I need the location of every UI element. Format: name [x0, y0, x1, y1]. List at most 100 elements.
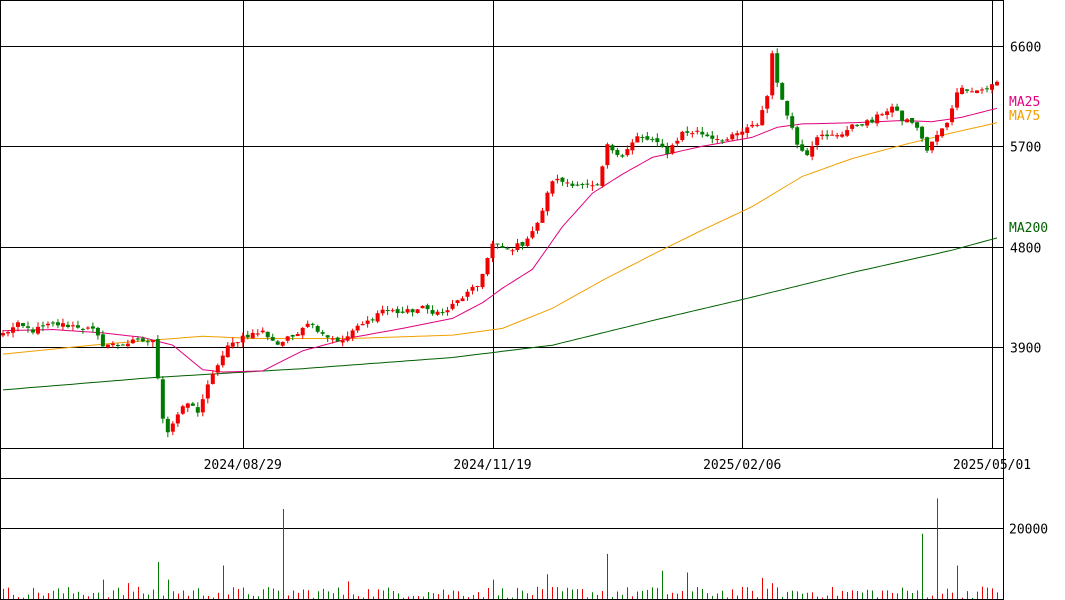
candle-body: [550, 181, 555, 194]
candle-body: [700, 131, 705, 135]
candle-body: [935, 134, 940, 142]
candle-body: [965, 89, 970, 91]
candle-body: [50, 322, 55, 324]
candle-body: [630, 142, 635, 151]
candle-body: [680, 131, 685, 141]
price-panel-frame: [0, 0, 1004, 449]
candle-body: [75, 325, 80, 328]
ma75-legend-label: MA75: [1009, 109, 1040, 124]
candle-body: [350, 330, 355, 338]
candle-body: [620, 155, 625, 157]
candle-body: [325, 335, 330, 338]
candle-body: [205, 384, 210, 399]
date-label: 2025/02/06: [703, 458, 781, 473]
candle-body: [90, 326, 95, 329]
candle-body: [855, 124, 860, 126]
candle-body: [40, 325, 45, 327]
price-tick-label: 5700: [1010, 141, 1041, 156]
candle-body: [560, 177, 565, 182]
candle-body: [705, 134, 710, 137]
candle-body: [135, 338, 140, 340]
price-panel: 3900 4800 5700 6600 MA25 MA75 MA200: [0, 0, 1048, 449]
candle-body: [490, 243, 495, 259]
candle-body: [665, 146, 670, 154]
candle-body: [30, 329, 35, 333]
candle-body: [945, 122, 950, 128]
volume-bars: [3, 498, 998, 599]
candle-body: [720, 140, 725, 142]
price-tick-label: 4800: [1010, 242, 1041, 257]
candle-body: [70, 325, 75, 327]
candle-body: [295, 334, 300, 337]
candle-body: [895, 106, 900, 111]
candle-body: [905, 119, 910, 123]
candle-body: [340, 340, 345, 343]
candle-body: [285, 336, 290, 341]
candle-body: [920, 126, 925, 139]
candle-body: [495, 243, 500, 245]
candle-body: [515, 243, 520, 250]
candle-body: [55, 322, 60, 326]
candle-body: [10, 327, 15, 333]
candle-body: [140, 338, 145, 342]
ma25-line: [2, 107, 998, 373]
volume-panel: 20000: [0, 478, 1048, 600]
candle-body: [190, 403, 195, 406]
candle-body: [185, 403, 190, 408]
candle-body: [990, 84, 995, 90]
candle-body: [180, 406, 185, 414]
candle-body: [380, 309, 385, 314]
candle-body: [670, 145, 675, 154]
candle-body: [425, 305, 430, 310]
candle-body: [650, 139, 655, 141]
candle-body: [795, 127, 800, 145]
candle-body: [130, 339, 135, 344]
candle-body: [825, 134, 830, 137]
candle-body: [950, 108, 955, 123]
candle-body: [240, 335, 245, 343]
ma-legend: MA25 MA75 MA200: [1009, 95, 1048, 236]
candle-body: [145, 341, 150, 343]
candle-body: [535, 222, 540, 231]
candle-body: [525, 238, 530, 246]
candle-body: [405, 309, 410, 313]
candle-body: [730, 134, 735, 140]
candle-body: [885, 111, 890, 115]
ma200-legend-label: MA200: [1009, 221, 1048, 236]
candle-body: [305, 323, 310, 327]
candle-body: [385, 310, 390, 312]
candle-body: [845, 130, 850, 136]
candle-body: [660, 143, 665, 148]
candle-body: [440, 312, 445, 314]
candle-body: [565, 182, 570, 184]
candle-body: [830, 134, 835, 136]
candle-body: [290, 334, 295, 337]
candle-body: [775, 53, 780, 83]
candle-body: [15, 322, 20, 327]
candle-body: [65, 324, 70, 328]
candle-body: [595, 184, 600, 186]
candle-body: [235, 342, 240, 344]
candle-body: [255, 333, 260, 335]
date-axis: 2024/08/29 2024/11/19 2025/02/06 2025/05/01: [0, 448, 1031, 479]
candle-body: [115, 344, 120, 346]
candle-body: [655, 138, 660, 143]
candle-body: [725, 139, 730, 141]
candle-body: [635, 136, 640, 143]
candle-body: [640, 136, 645, 138]
candle-body: [890, 106, 895, 113]
date-axis-band: [0, 448, 1004, 479]
candle-body: [80, 328, 85, 330]
candle-body: [95, 327, 100, 336]
candle-body: [980, 89, 985, 91]
candle-body: [510, 250, 515, 252]
candle-body: [415, 309, 420, 313]
candle-body: [785, 101, 790, 116]
candle-body: [215, 365, 220, 373]
volume-axis: 20000: [1009, 523, 1048, 538]
candle-body: [330, 338, 335, 340]
candle-body: [390, 310, 395, 312]
ma25-legend-label: MA25: [1009, 95, 1040, 110]
candle-body: [690, 133, 695, 135]
candle-body: [625, 149, 630, 156]
